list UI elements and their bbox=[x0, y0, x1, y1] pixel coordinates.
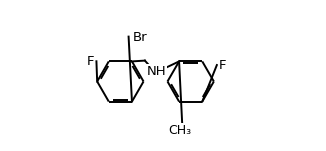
Text: CH₃: CH₃ bbox=[169, 124, 192, 137]
Text: F: F bbox=[219, 59, 227, 72]
Text: Br: Br bbox=[132, 31, 147, 44]
Text: NH: NH bbox=[146, 65, 166, 78]
Text: F: F bbox=[87, 55, 94, 68]
